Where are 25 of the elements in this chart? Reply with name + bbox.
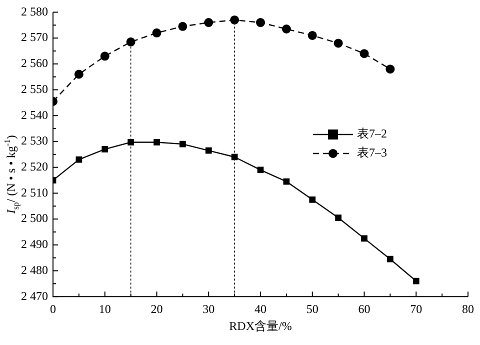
x-tick-label: 60 [358, 302, 370, 316]
y-tick-label: 2 520 [21, 159, 48, 174]
x-tick-label: 0 [50, 302, 56, 316]
y-axis-title: Isp/ (N • s • kg-1) [2, 135, 20, 215]
y-tick-label: 2 490 [21, 237, 48, 252]
x-tick-label: 20 [150, 302, 163, 316]
y-tick-label: 2 500 [21, 211, 48, 226]
y-tick-label: 2 530 [21, 134, 48, 148]
y-tick-label: 2 470 [21, 288, 48, 303]
y-tick-label: 2 550 [21, 82, 48, 96]
x-tick-label: 50 [306, 302, 318, 316]
y-tick-label: 2 480 [21, 262, 48, 277]
x-tick-label: 30 [202, 302, 215, 316]
x-tick-label: 80 [462, 302, 474, 316]
y-tick-label: 2 580 [21, 4, 48, 18]
legend-label: 表7–2 [357, 126, 387, 141]
y-tick-label: 2 560 [21, 56, 48, 70]
x-tick-label: 70 [410, 302, 422, 316]
y-tick-label: 2 510 [21, 185, 48, 200]
x-axis-title: RDX含量/% [229, 318, 292, 333]
x-tick-label: 40 [254, 302, 266, 316]
y-tick-label: 2 540 [21, 108, 48, 122]
legend-label: 表7–3 [357, 146, 387, 160]
x-tick-label: 10 [98, 302, 111, 316]
y-tick-label: 2 570 [21, 30, 48, 44]
